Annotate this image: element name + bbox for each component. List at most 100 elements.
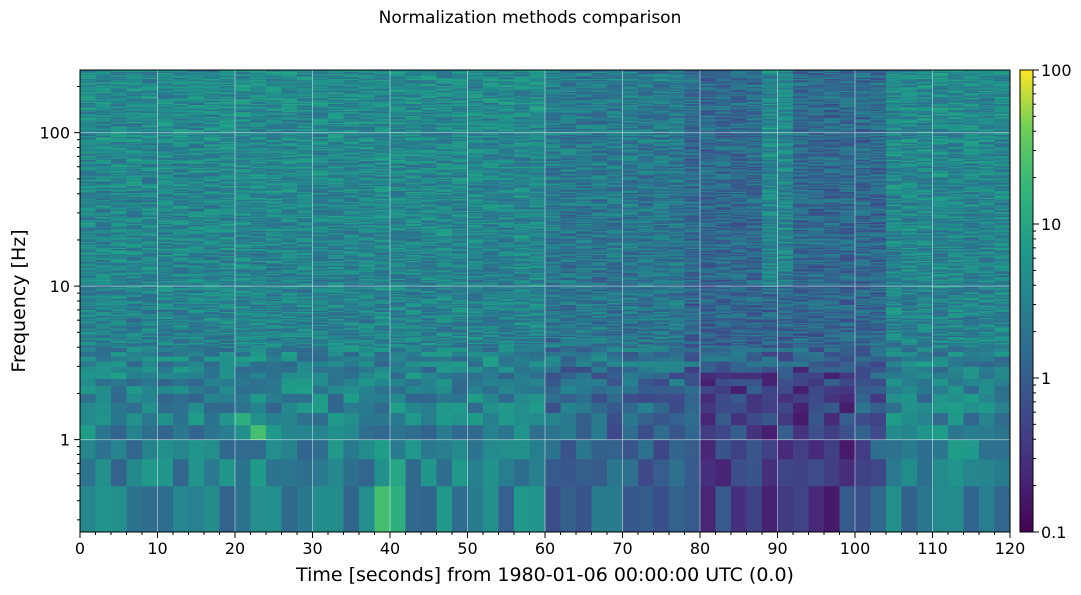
- heatmap-cell: [95, 230, 112, 233]
- heatmap-cell: [111, 233, 127, 235]
- heatmap-cell: [95, 196, 112, 198]
- heatmap-cell: [204, 74, 220, 77]
- heatmap-cell: [111, 124, 127, 127]
- heatmap-cell: [126, 93, 143, 96]
- heatmap-cell: [173, 326, 189, 329]
- heatmap-cell: [111, 322, 127, 324]
- heatmap-cell: [95, 178, 112, 181]
- heatmap-cell: [219, 120, 236, 122]
- heatmap-cell: [111, 253, 127, 255]
- heatmap-cell: [95, 439, 112, 460]
- heatmap-cell: [250, 385, 267, 394]
- heatmap-cell: [157, 278, 174, 280]
- heatmap-cell: [80, 140, 96, 142]
- heatmap-cell: [95, 103, 112, 106]
- heatmap-cell: [126, 266, 143, 269]
- heatmap-cell: [173, 198, 189, 201]
- heatmap-cell: [95, 337, 112, 340]
- heatmap-cell: [235, 235, 251, 238]
- heatmap-cell: [219, 115, 236, 118]
- heatmap-cell: [157, 336, 174, 339]
- heatmap-cell: [142, 179, 158, 182]
- heatmap-cell: [250, 219, 267, 222]
- heatmap-cell: [111, 332, 127, 335]
- heatmap-cell: [374, 347, 391, 352]
- heatmap-cell: [126, 280, 143, 283]
- heatmap-cell: [80, 300, 96, 303]
- heatmap-cell: [235, 330, 251, 333]
- heatmap-cell: [157, 281, 174, 284]
- heatmap-cell: [188, 164, 205, 166]
- heatmap-cell: [204, 217, 220, 220]
- heatmap-cell: [204, 240, 220, 242]
- heatmap-cell: [173, 82, 189, 84]
- heatmap-cell: [111, 152, 127, 154]
- heatmap-cell: [250, 214, 267, 216]
- heatmap-cell: [80, 186, 96, 189]
- heatmap-cell: [250, 328, 267, 330]
- heatmap-cell: [80, 273, 96, 276]
- heatmap-cell: [250, 131, 267, 134]
- heatmap-cell: [126, 241, 143, 244]
- heatmap-cell: [235, 361, 251, 367]
- heatmap-cell: [126, 275, 143, 278]
- heatmap-cell: [95, 171, 112, 173]
- heatmap-cell: [111, 258, 127, 260]
- heatmap-cell: [235, 304, 251, 307]
- heatmap-cell: [111, 191, 127, 194]
- heatmap-cell: [235, 337, 251, 340]
- heatmap-cell: [80, 424, 96, 441]
- heatmap-cell: [204, 85, 220, 88]
- heatmap-cell: [142, 95, 158, 97]
- heatmap-cell: [204, 323, 220, 326]
- heatmap-cell: [235, 291, 251, 293]
- heatmap-cell: [111, 294, 127, 297]
- heatmap-cell: [235, 101, 251, 103]
- heatmap-cell: [219, 91, 236, 94]
- heatmap-cell: [80, 439, 96, 460]
- heatmap-cell: [235, 321, 251, 323]
- heatmap-cell: [157, 122, 174, 125]
- heatmap-cell: [219, 174, 236, 177]
- heatmap-cell: [80, 298, 96, 301]
- heatmap-cell: [204, 315, 220, 317]
- heatmap-cell: [250, 218, 267, 221]
- heatmap-cell: [80, 290, 96, 292]
- heatmap-cell: [142, 304, 158, 307]
- heatmap-cell: [173, 238, 189, 241]
- heatmap-cell: [126, 228, 143, 230]
- heatmap-cell: [126, 165, 143, 167]
- heatmap-cell: [173, 292, 189, 295]
- heatmap-cell: [235, 162, 251, 165]
- heatmap-cell: [142, 145, 158, 147]
- heatmap-cell: [219, 95, 236, 97]
- heatmap-cell: [142, 306, 158, 309]
- heatmap-cell: [250, 147, 267, 150]
- heatmap-cell: [157, 334, 174, 336]
- heatmap-cell: [111, 337, 127, 340]
- heatmap-cell: [80, 341, 96, 343]
- heatmap-cell: [157, 346, 174, 348]
- heatmap-cell: [250, 154, 267, 157]
- heatmap-cell: [126, 356, 143, 362]
- heatmap-cell: [374, 412, 391, 426]
- heatmap-cell: [80, 216, 96, 219]
- heatmap-cell: [235, 99, 251, 102]
- heatmap-cell: [188, 324, 205, 327]
- heatmap-cell: [95, 141, 112, 144]
- heatmap-cell: [188, 217, 205, 220]
- heatmap-cell: [204, 129, 220, 132]
- heatmap-cell: [188, 202, 205, 204]
- heatmap-cell: [80, 165, 96, 167]
- heatmap-cell: [219, 73, 236, 76]
- heatmap-cell: [219, 103, 236, 106]
- heatmap-cell: [126, 139, 143, 141]
- heatmap-cell: [142, 120, 158, 122]
- heatmap-cell: [111, 141, 127, 144]
- heatmap-cell: [157, 172, 174, 175]
- heatmap-cell: [235, 316, 251, 318]
- heatmap-cell: [266, 366, 282, 373]
- heatmap-cell: [126, 166, 143, 169]
- heatmap-cell: [142, 254, 158, 257]
- heatmap-cell: [142, 240, 158, 242]
